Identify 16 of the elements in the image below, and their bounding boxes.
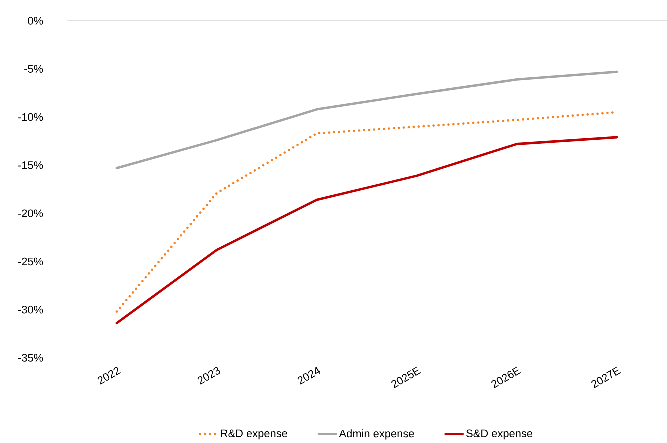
- legend-label: Admin expense: [339, 430, 414, 440]
- y-tick-label: -15%: [18, 162, 44, 170]
- y-tick-label: 0%: [28, 17, 44, 25]
- line-series: [116, 136, 618, 325]
- y-tick-label: -5%: [24, 65, 44, 73]
- y-tick-label: -35%: [18, 354, 44, 362]
- y-tick-label: -10%: [18, 113, 44, 122]
- y-tick-label: -20%: [18, 210, 44, 218]
- x-tick-label: 2023: [198, 367, 220, 385]
- x-tick-label: 2024: [298, 367, 320, 385]
- y-tick-label: -25%: [18, 258, 44, 266]
- y-tick-label: -30%: [18, 306, 44, 314]
- x-tick-label: 2022: [98, 367, 122, 385]
- line-series: [116, 70, 618, 170]
- legend-label: S&D expense: [466, 430, 533, 440]
- legend-label: R&D expense: [221, 430, 288, 440]
